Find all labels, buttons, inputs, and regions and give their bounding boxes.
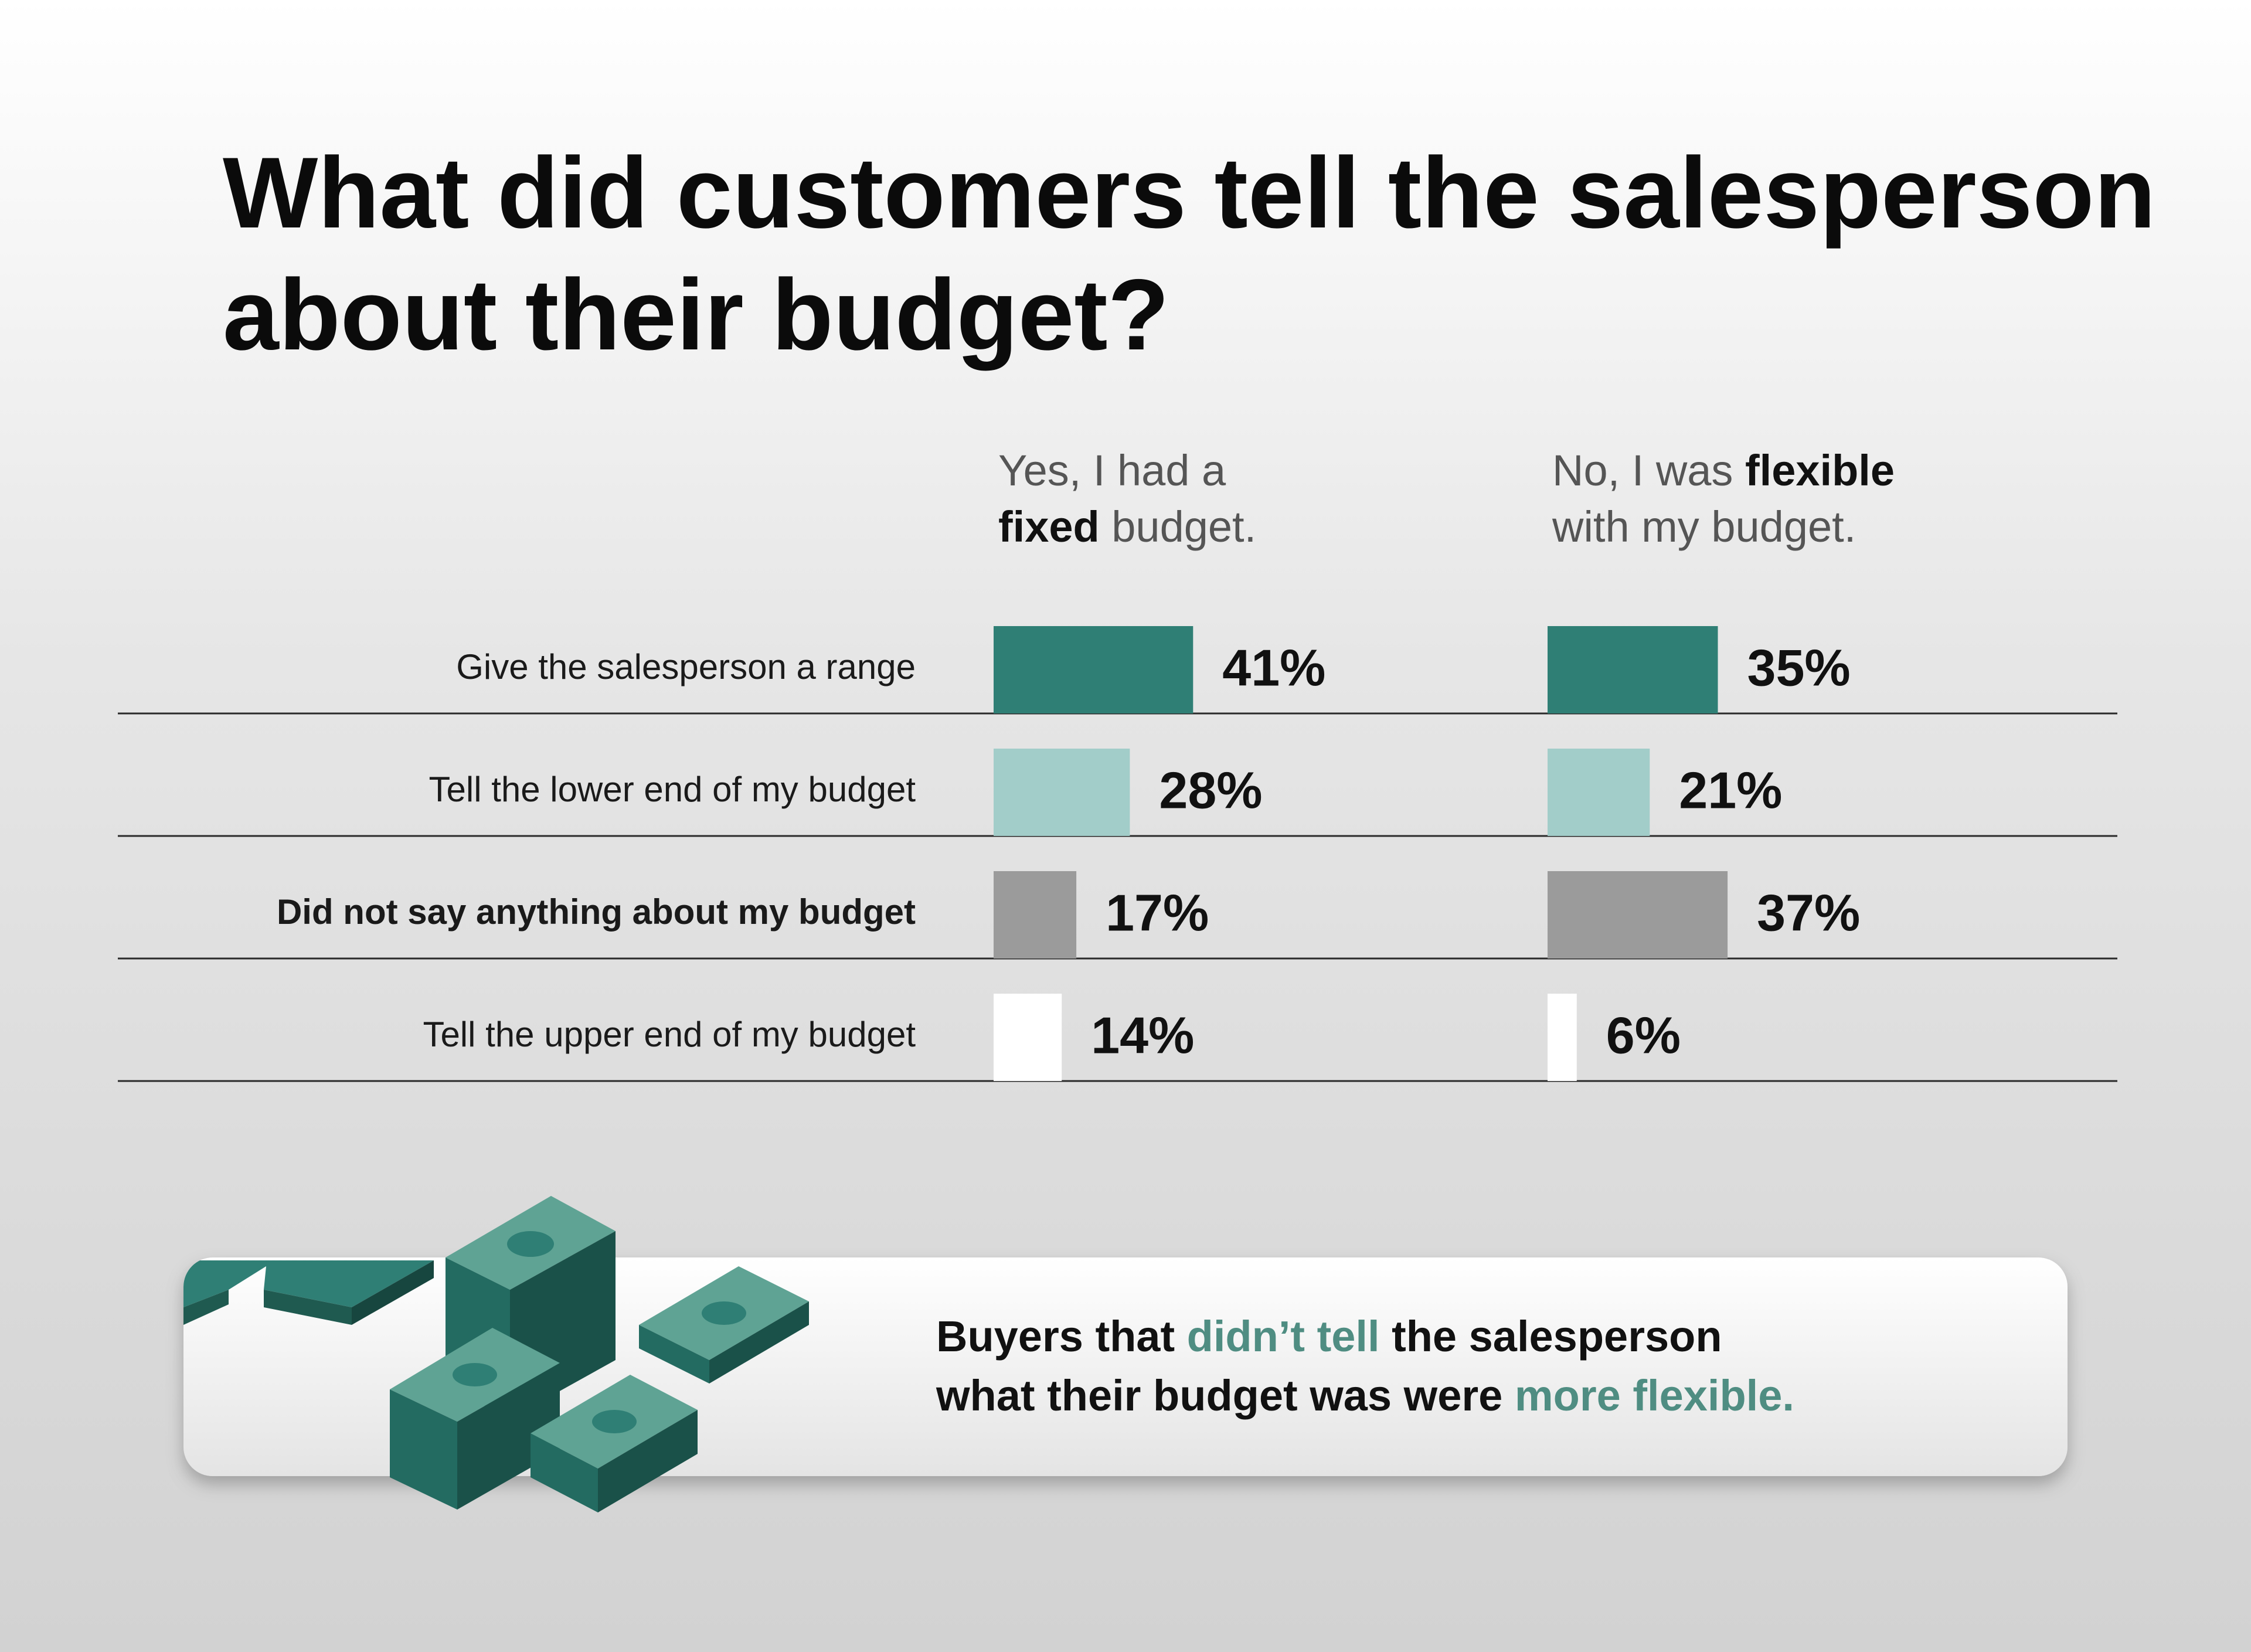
value-label: 14% [1091,1006,1194,1064]
legend-entry: No, I was flexible [1552,446,1895,495]
callout-run: didn’t tell [1187,1312,1380,1361]
bar [994,626,1193,713]
callout-text: Buyers that didn’t tell the salesperson [936,1312,1722,1361]
value-label: 41% [1222,638,1325,696]
bar [1548,994,1577,1081]
legend-text: fixed [998,502,1100,551]
bar [994,871,1077,958]
value-label: 21% [1679,761,1782,819]
legend-entry: Yes, I had a [998,446,1226,495]
legend-entry: with my budget. [1552,502,1856,551]
bar [994,994,1062,1081]
callout-run: Buyers that [936,1312,1187,1361]
legend-text: Yes, I had a [998,446,1226,495]
category-label: Tell the upper end of my budget [423,1015,916,1054]
callout-run: what their budget was were [936,1371,1515,1420]
bar [1548,626,1718,713]
callout-text: what their budget was were more flexible… [936,1371,1794,1420]
legend-entry: fixed budget. [998,502,1256,551]
value-label: 35% [1747,638,1851,696]
bar [994,749,1130,836]
legend-text: with my budget. [1552,502,1856,551]
legend-text: No, I was [1552,446,1745,495]
value-label: 28% [1159,761,1262,819]
category-label: Tell the lower end of my budget [429,770,916,809]
value-label: 6% [1606,1006,1681,1064]
category-label: Give the salesperson a range [456,647,916,686]
value-label: 17% [1106,883,1209,941]
category-label: Did not say anything about my budget [277,892,916,932]
callout-run: the salesperson [1380,1312,1722,1361]
legend-text: budget. [1100,502,1256,551]
legend-text: flexible [1745,446,1895,495]
bar [1548,871,1728,958]
callout-run: more flexible. [1515,1371,1794,1420]
chart-title: What did customers tell the salesperson … [223,137,2156,371]
bar [1548,749,1650,836]
money-illustration [183,1196,809,1512]
value-label: 37% [1757,883,1860,941]
